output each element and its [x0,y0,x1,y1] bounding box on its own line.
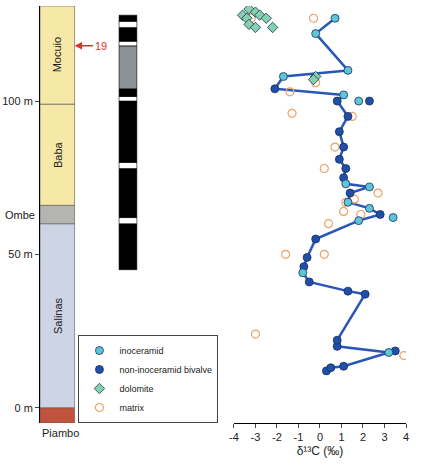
svg-text:-2: -2 [272,431,282,443]
svg-text:1: 1 [338,431,344,443]
svg-text:dolomite: dolomite [119,384,153,394]
svg-text:19: 19 [95,40,107,52]
svg-text:3: 3 [381,431,387,443]
svg-text:Salinas: Salinas [52,297,64,334]
svg-text:δ¹³C (‰): δ¹³C (‰) [297,444,344,458]
svg-text:-3: -3 [251,431,261,443]
svg-text:Mocuio: Mocuio [51,37,63,72]
svg-text:Piambo: Piambo [42,427,79,439]
svg-text:4: 4 [403,431,409,443]
svg-text:100 m: 100 m [2,95,33,107]
svg-text:2: 2 [360,431,366,443]
svg-text:inoceramid: inoceramid [119,346,163,356]
svg-text:matrix: matrix [119,403,144,413]
svg-text:Baba: Baba [52,141,64,168]
svg-text:Ombe: Ombe [5,209,35,221]
svg-text:non-inoceramid bivalve: non-inoceramid bivalve [119,365,212,375]
svg-text:0: 0 [317,431,323,443]
svg-text:0 m: 0 m [14,402,32,414]
svg-text:-4: -4 [229,431,239,443]
svg-text:-1: -1 [294,431,304,443]
svg-text:50 m: 50 m [8,248,32,260]
